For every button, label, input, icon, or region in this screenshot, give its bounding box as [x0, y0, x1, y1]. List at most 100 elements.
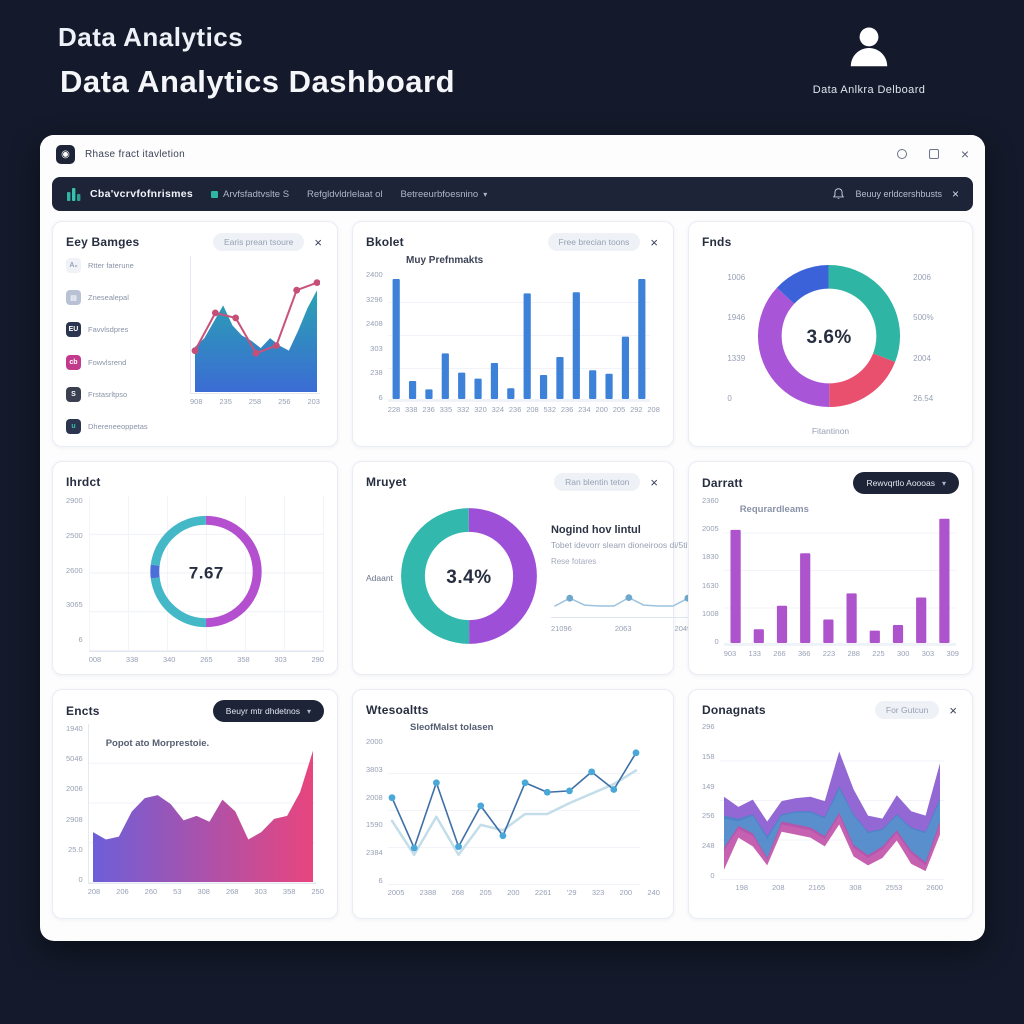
tick-label: 3065: [66, 600, 83, 610]
badge-pill[interactable]: Ran blentin teton: [554, 473, 641, 491]
list-item[interactable]: cb Fowvlsrend: [66, 354, 184, 370]
list-item[interactable]: S Frstasrltpso: [66, 386, 184, 402]
user-box: Data Anlkra Delboard: [774, 22, 964, 96]
tick-label: 200: [595, 405, 608, 414]
tick-label: 0: [710, 870, 715, 880]
alert-label: Beuuy erldcershbusts: [855, 189, 942, 199]
tick-label: 250: [311, 887, 324, 896]
tick-label: 200: [619, 888, 633, 897]
tick-label: 236: [422, 405, 435, 414]
tick-label: 300: [896, 649, 910, 658]
tick-label: 0: [714, 636, 719, 646]
tick-label: 358: [282, 887, 296, 896]
y-axis: 2000 3803 2008 1590 2384 6: [366, 737, 383, 885]
badge-pill[interactable]: Free brecian toons: [547, 233, 641, 251]
card-title: Encts: [66, 704, 100, 718]
tick-label: 265: [200, 655, 213, 664]
tick-label: 236: [560, 405, 574, 414]
card-close-icon[interactable]: ×: [949, 702, 957, 718]
tick-label: 323: [591, 888, 605, 897]
x-axis: 2005 2388 268 205 200 2261 '29 323 200 240: [388, 888, 660, 897]
navbar: Cba'vcrvfofnrismes Arvfsfadtvslte S Refg…: [52, 177, 973, 211]
tick-label: 296: [702, 722, 715, 731]
list-item[interactable]: ▤ Znesealepal: [66, 290, 184, 306]
list-item[interactable]: u Dhereneeoppetas: [66, 418, 184, 434]
bar-chart: [723, 496, 956, 646]
tick-label: 256: [278, 397, 291, 406]
tick-label: 258: [248, 397, 262, 406]
card-title: Donagnats: [702, 703, 766, 717]
nav-item-1[interactable]: Arvfsfadtvslte S: [211, 189, 289, 200]
tick-label: 6: [378, 875, 383, 885]
x-axis: 008 338 340 265 358 303 290: [89, 655, 324, 664]
tick-label: 320: [474, 405, 487, 414]
page-suptitle: Data Analytics: [58, 22, 244, 52]
tick-label: 268: [451, 888, 465, 897]
tick-label: 6: [78, 635, 83, 644]
navbar-brand[interactable]: Cba'vcrvfofnrismes: [66, 187, 193, 201]
tick-label: 903: [723, 649, 737, 658]
donut-svg: [401, 507, 537, 644]
tick-label: 292: [630, 405, 643, 414]
badge-pill[interactable]: For Gutcun: [874, 701, 940, 719]
tick-label: 2908: [66, 814, 83, 824]
x-axis: 198 208 2165 308 2553 2600: [720, 883, 959, 892]
donut-side-label: Adaant: [366, 573, 393, 583]
bell-icon[interactable]: [832, 187, 845, 201]
tick-label: 1940: [66, 724, 83, 733]
list-item[interactable]: EU Favvlsdpres: [66, 322, 184, 338]
card-close-icon[interactable]: ×: [650, 234, 658, 250]
maximize-button[interactable]: [928, 149, 939, 159]
tick-label: 208: [772, 883, 785, 892]
donut-chart: 3.6%: [755, 262, 903, 415]
area-line-chart: [190, 256, 320, 394]
badge-pill[interactable]: Earis prean tsoure: [212, 233, 305, 251]
tick-label: 238: [370, 368, 383, 378]
donut-center-value: 7.67: [188, 563, 224, 583]
list-item-icon: cb: [66, 354, 81, 370]
tick-label: 256: [702, 811, 715, 821]
window-close-button[interactable]: ×: [960, 146, 969, 162]
tick-label: 2600: [926, 883, 943, 892]
list-item[interactable]: A₂ Rtter faterune: [66, 258, 184, 273]
tick-label: 228: [387, 405, 401, 414]
tick-label: 358: [237, 655, 250, 664]
card-title: Wtesoaltts: [366, 703, 429, 717]
tick-label: 236: [508, 405, 522, 414]
page-header: Data Analytics Data Analytics Dashboard …: [0, 0, 1024, 135]
list-item-icon: EU: [66, 322, 81, 338]
tick-label: 366: [797, 649, 811, 658]
tick-label: 25.0: [68, 844, 83, 854]
card-title: Eey Bamges: [66, 235, 140, 249]
card-key-bamges: Eey Bamges Earis prean tsoure × A₂ Rtter …: [52, 221, 338, 447]
minimize-button[interactable]: [896, 149, 907, 159]
bar-chart: [387, 270, 650, 402]
y-axis: 296 158 149 256 248 0: [702, 722, 715, 880]
donut-center-value: 3.4%: [446, 567, 492, 588]
card-mruyet: Mruyet Ran blentin teton × Adaant 3.4% N…: [352, 461, 751, 675]
tick-label: 324: [491, 405, 505, 414]
tick-label: 288: [847, 649, 860, 658]
tick-label: 2005: [387, 888, 405, 897]
card-close-icon[interactable]: ×: [650, 474, 658, 490]
nav-item-3[interactable]: Betreeurbfoesnino ▾: [401, 189, 488, 200]
list-item-icon: A₂: [66, 258, 81, 273]
tick-label: 008: [88, 655, 102, 664]
navbar-close-icon[interactable]: ×: [951, 187, 959, 201]
tick-label: 198: [735, 883, 749, 892]
dropdown-button[interactable]: Beuyr mtr dhdetnos ▾: [212, 700, 324, 722]
x-axis: 228 338 236 335 332 320 324 236 208 532 236 234 200 2…: [388, 405, 660, 414]
info-subtitle: Tobet idevorr slearn dioneiroos di/5tit: [550, 539, 690, 550]
bar-chart-logo-icon: [67, 188, 81, 201]
tick-label: 2261: [534, 888, 552, 897]
donut-chart: 3.4%: [399, 506, 539, 651]
tick-label: 308: [197, 887, 210, 896]
tick-label: 234: [578, 405, 591, 414]
tick-label: 2006: [913, 273, 931, 282]
card-close-icon[interactable]: ×: [314, 234, 322, 250]
card-title: Mruyet: [366, 475, 407, 489]
tick-label: 532: [543, 405, 557, 414]
nav-item-2[interactable]: Refgldvldrlelaat ol: [307, 189, 383, 200]
dropdown-button[interactable]: Rewvqrtlo Aoooas ▾: [853, 472, 959, 494]
tick-label: 1830: [702, 552, 719, 562]
